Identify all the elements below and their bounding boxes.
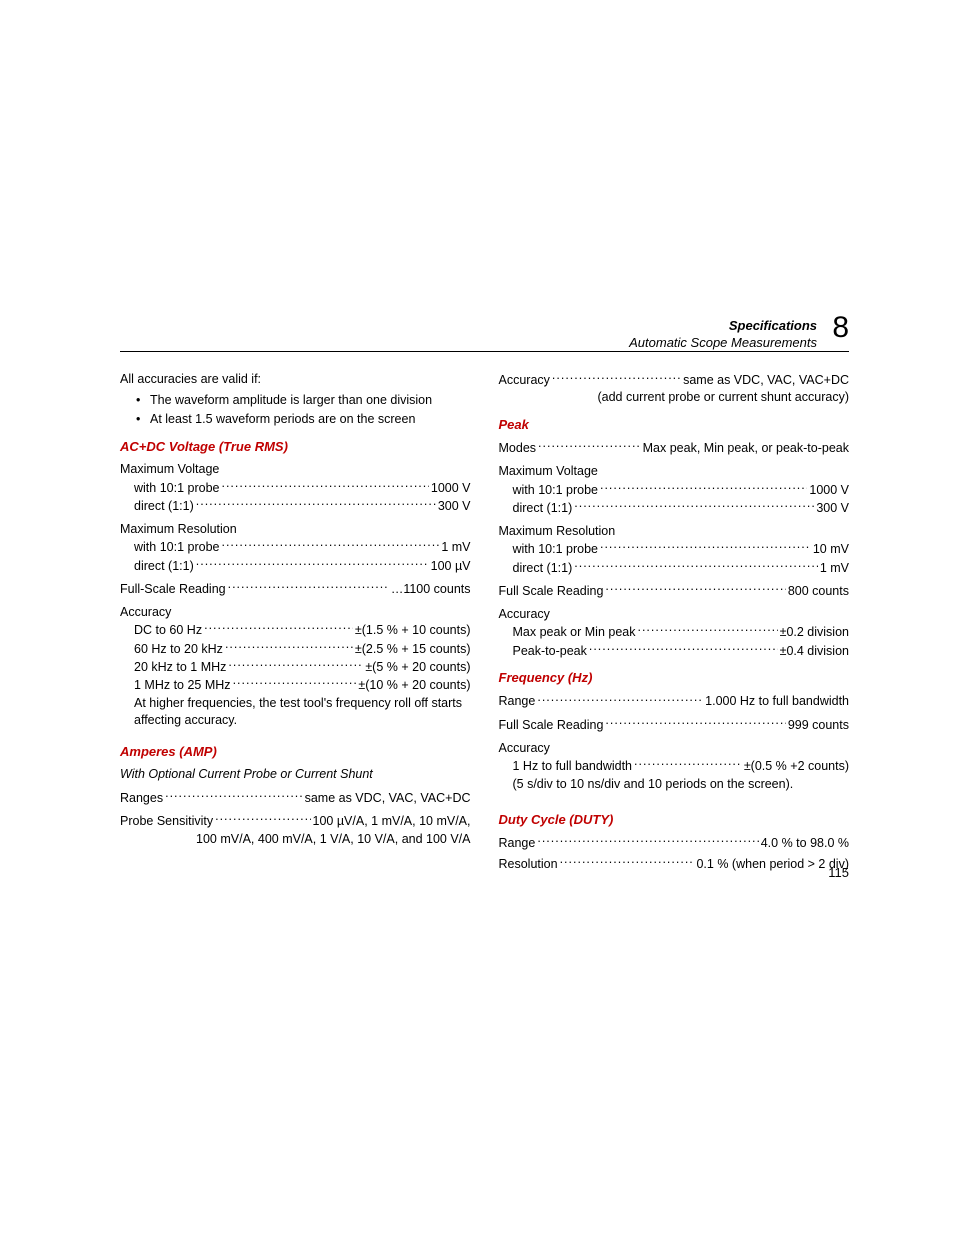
section-peak: Peak <box>499 416 850 434</box>
peak-mv: Maximum Voltage with 10:1 probe1000 V di… <box>499 463 850 517</box>
spec-row: Max peak or Min peak±0.2 division <box>513 624 850 641</box>
spec-row: with 10:1 probe10 mV <box>513 541 850 558</box>
spec-row: 60 Hz to 20 kHz±(2.5 % + 15 counts) <box>134 640 471 657</box>
spec-row: Full Scale Reading999 counts <box>499 716 850 733</box>
spec-row: Range4.0 % to 98.0 % <box>499 834 850 851</box>
label-max-res: Maximum Resolution <box>120 521 471 538</box>
section-amp: Amperes (AMP) <box>120 743 471 761</box>
page-number: 115 <box>828 865 849 880</box>
spec-row: 1 MHz to 25 MHz±(10 % + 20 counts) <box>134 677 471 694</box>
acdc-max-res: Maximum Resolution with 10:1 probe1 mV d… <box>120 521 471 575</box>
spec-row: DC to 60 Hz±(1.5 % + 10 counts) <box>134 622 471 639</box>
page: Specifications Automatic Scope Measureme… <box>0 0 954 1235</box>
spec-row: Resolution0.1 % (when period > 2 div) <box>499 856 850 873</box>
amp-sub: With Optional Current Probe or Current S… <box>120 766 471 783</box>
label-max-res: Maximum Resolution <box>499 523 850 540</box>
spec-row: Full-Scale Reading…1100 counts <box>120 580 471 597</box>
right-column: Accuracysame as VDC, VAC, VAC+DC (add cu… <box>499 371 850 874</box>
acdc-max-voltage: Maximum Voltage with 10:1 probe1000 V di… <box>120 461 471 515</box>
header-title: Specifications <box>120 318 817 333</box>
spec-row: 1 Hz to full bandwidth±(0.5 % +2 counts) <box>513 758 850 775</box>
spec-row: 20 kHz to 1 MHz±(5 % + 20 counts) <box>134 658 471 675</box>
intro-bullets: The waveform amplitude is larger than on… <box>120 392 471 428</box>
acdc-fsr: Full-Scale Reading…1100 counts <box>120 580 471 597</box>
acc-note: At higher frequencies, the test tool's f… <box>134 695 471 729</box>
spec-row: with 10:1 probe1000 V <box>134 479 471 496</box>
spec-row: direct (1:1)1 mV <box>513 559 850 576</box>
spec-row: Peak-to-peak±0.4 division <box>513 642 850 659</box>
spec-row: Rangessame as VDC, VAC, VAC+DC <box>120 789 471 806</box>
freq-acc: Accuracy 1 Hz to full bandwidth±(0.5 % +… <box>499 740 850 793</box>
left-column: All accuracies are valid if: The wavefor… <box>120 371 471 874</box>
spec-row: with 10:1 probe1000 V <box>513 481 850 498</box>
label-accuracy: Accuracy <box>499 606 850 623</box>
spec-row: direct (1:1)300 V <box>134 497 471 514</box>
header-rule <box>120 351 849 352</box>
freq-note: (5 s/div to 10 ns/div and 10 periods on … <box>513 776 850 793</box>
page-header: Specifications Automatic Scope Measureme… <box>120 318 849 350</box>
spec-row: direct (1:1)100 µV <box>134 557 471 574</box>
section-duty: Duty Cycle (DUTY) <box>499 811 850 829</box>
acdc-acc: Accuracy DC to 60 Hz±(1.5 % + 10 counts)… <box>120 604 471 729</box>
spec-row: Probe Sensitivity100 µV/A, 1 mV/A, 10 mV… <box>120 813 471 830</box>
section-acdc: AC+DC Voltage (True RMS) <box>120 438 471 456</box>
intro-text: All accuracies are valid if: <box>120 371 471 388</box>
content-columns: All accuracies are valid if: The wavefor… <box>120 371 849 874</box>
sens-cont: 100 mV/A, 400 mV/A, 1 V/A, 10 V/A, and 1… <box>120 831 471 848</box>
peak-fsr: Full Scale Reading800 counts <box>499 582 850 599</box>
amp-sens: Probe Sensitivity100 µV/A, 1 mV/A, 10 mV… <box>120 813 471 848</box>
spec-row: direct (1:1)300 V <box>513 499 850 516</box>
spec-row: Accuracysame as VDC, VAC, VAC+DC <box>499 371 850 388</box>
peak-acc: Accuracy Max peak or Min peak±0.2 divisi… <box>499 606 850 660</box>
section-freq: Frequency (Hz) <box>499 669 850 687</box>
peak-mr: Maximum Resolution with 10:1 probe10 mV … <box>499 523 850 577</box>
spec-row: ModesMax peak, Min peak, or peak-to-peak <box>499 440 850 457</box>
label-accuracy: Accuracy <box>120 604 471 621</box>
spec-row: with 10:1 probe1 mV <box>134 539 471 556</box>
label-max-voltage: Maximum Voltage <box>120 461 471 478</box>
spec-row: Full Scale Reading800 counts <box>499 582 850 599</box>
spec-row: Range1.000 Hz to full bandwidth <box>499 693 850 710</box>
header-subtitle: Automatic Scope Measurements <box>120 335 817 350</box>
bullet-1: The waveform amplitude is larger than on… <box>150 392 471 409</box>
chapter-number: 8 <box>832 311 849 345</box>
label-max-voltage: Maximum Voltage <box>499 463 850 480</box>
acc-note-right: (add current probe or current shunt accu… <box>499 389 850 406</box>
bullet-2: At least 1.5 waveform periods are on the… <box>150 411 471 428</box>
freq-fsr: Full Scale Reading999 counts <box>499 716 850 733</box>
label-accuracy: Accuracy <box>499 740 850 757</box>
